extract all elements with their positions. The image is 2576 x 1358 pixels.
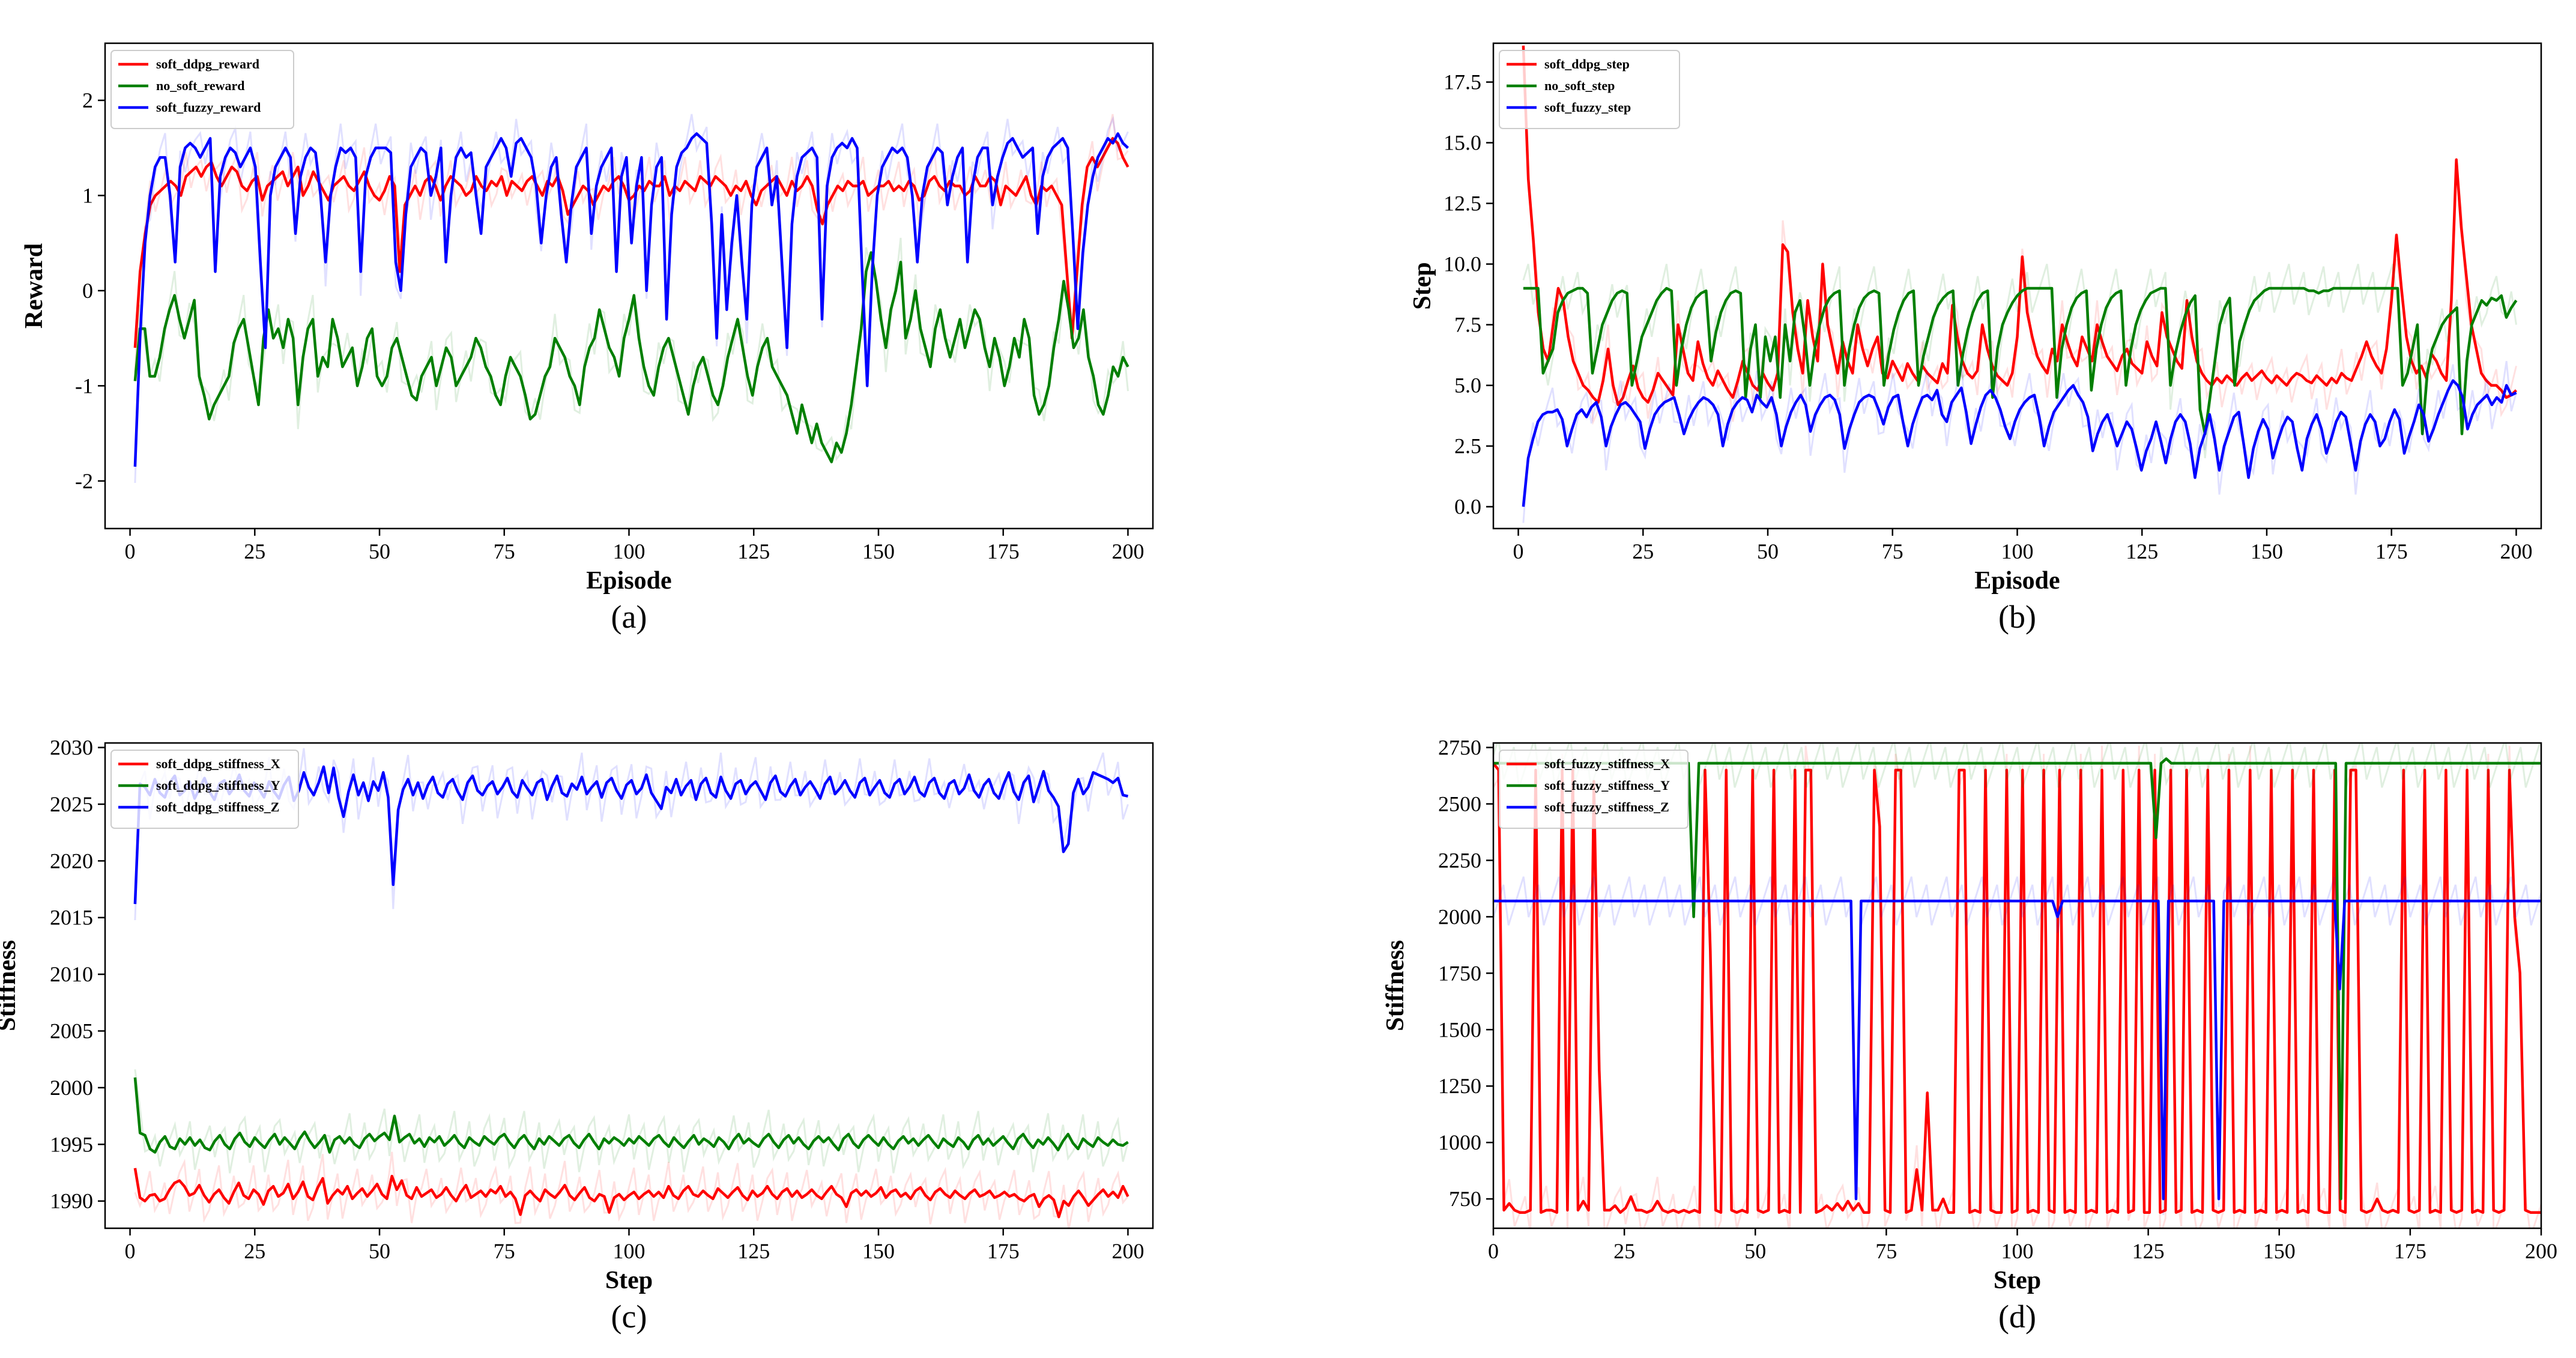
x-tick-label: 0 <box>1488 1239 1499 1263</box>
y-tick-label: 1 <box>82 183 93 207</box>
y-tick-label: 2010 <box>50 962 93 986</box>
x-tick-label: 175 <box>2375 539 2408 563</box>
legend-label: soft_ddpg_step <box>1544 56 1630 71</box>
x-tick-label: 175 <box>987 539 1020 563</box>
y-tick-label: 2000 <box>1438 905 1481 929</box>
y-tick-label: 2500 <box>1438 792 1481 816</box>
y-axis-label: Step <box>1409 262 1436 309</box>
x-tick-label: 75 <box>1875 1239 1897 1263</box>
legend-label: soft_ddpg_stiffness_X <box>156 756 280 771</box>
x-tick-label: 100 <box>2001 539 2034 563</box>
x-tick-label: 175 <box>2394 1239 2426 1263</box>
x-tick-label: 25 <box>244 1239 265 1263</box>
y-tick-label: 1000 <box>1438 1130 1481 1154</box>
y-axis-label: Reward <box>20 243 48 329</box>
x-axis-label: Episode <box>586 567 671 595</box>
y-tick-label: -1 <box>75 374 93 398</box>
x-tick-label: 125 <box>737 539 770 563</box>
y-tick-label: 0 <box>82 279 93 303</box>
y-tick-label: 1995 <box>50 1132 93 1156</box>
legend-label: soft_ddpg_stiffness_Z <box>156 799 279 814</box>
legend-label: soft_fuzzy_stiffness_Y <box>1544 778 1670 793</box>
x-tick-label: 150 <box>862 1239 895 1263</box>
figure-caption: (a) <box>611 599 647 635</box>
y-tick-label: 2.5 <box>1454 434 1481 458</box>
y-tick-label: 2 <box>82 88 93 112</box>
y-tick-label: 2005 <box>50 1019 93 1043</box>
x-tick-label: 0 <box>125 1239 136 1263</box>
x-tick-label: 50 <box>369 539 390 563</box>
y-tick-label: 2015 <box>50 906 93 930</box>
x-tick-label: 200 <box>2500 539 2532 563</box>
y-axis-label: Stiffness <box>0 940 21 1031</box>
y-tick-label: 2000 <box>50 1076 93 1100</box>
y-tick-label: 12.5 <box>1444 192 1481 216</box>
figure: 0 25 50 75 100 125 150 175 200 -2 -1 0 1 2 Episode Rewa… <box>0 0 2576 1358</box>
x-tick-label: 150 <box>862 539 895 563</box>
x-axis-label: Step <box>1994 1267 2041 1294</box>
x-tick-label: 100 <box>613 539 646 563</box>
x-axis-label: Episode <box>1974 567 2060 595</box>
x-tick-label: 75 <box>1882 539 1903 563</box>
legend-label: no_soft_step <box>1544 78 1615 93</box>
y-tick-label: 0.0 <box>1454 495 1481 519</box>
y-tick-label: 750 <box>1449 1187 1481 1211</box>
y-tick-label: 1990 <box>50 1189 93 1213</box>
x-tick-label: 25 <box>1613 1239 1635 1263</box>
legend-label: soft_ddpg_stiffness_Y <box>156 778 280 793</box>
x-tick-label: 200 <box>2525 1239 2557 1263</box>
x-tick-label: 75 <box>494 539 515 563</box>
x-tick-label: 50 <box>1744 1239 1766 1263</box>
x-tick-label: 125 <box>2126 539 2158 563</box>
x-tick-label: 150 <box>2251 539 2283 563</box>
legend-label: soft_ddpg_reward <box>156 56 259 71</box>
x-tick-label: 125 <box>737 1239 770 1263</box>
x-axis-label: Step <box>605 1267 653 1294</box>
y-tick-label: 1500 <box>1438 1017 1481 1041</box>
x-tick-label: 0 <box>125 539 136 563</box>
y-tick-label: 2020 <box>50 849 93 873</box>
y-tick-label: 17.5 <box>1444 70 1481 94</box>
x-tick-label: 0 <box>1513 539 1524 563</box>
figure-caption: (d) <box>1998 1299 2036 1335</box>
x-tick-label: 200 <box>1111 1239 1144 1263</box>
y-tick-label: 2750 <box>1438 736 1481 760</box>
x-tick-label: 50 <box>369 1239 390 1263</box>
x-tick-label: 50 <box>1757 539 1779 563</box>
legend-label: soft_fuzzy_reward <box>156 100 261 115</box>
y-tick-label: 7.5 <box>1454 313 1481 337</box>
legend-label: soft_fuzzy_stiffness_Z <box>1544 799 1669 814</box>
y-tick-label: 5.0 <box>1454 374 1481 398</box>
x-tick-label: 25 <box>1632 539 1654 563</box>
y-tick-label: 10.0 <box>1444 252 1481 276</box>
x-tick-label: 75 <box>494 1239 515 1263</box>
x-tick-label: 200 <box>1111 539 1144 563</box>
y-tick-label: 2030 <box>50 736 93 760</box>
legend-label: soft_fuzzy_stiffness_X <box>1544 756 1670 771</box>
y-tick-label: 2025 <box>50 792 93 816</box>
legend-label: no_soft_reward <box>156 78 244 93</box>
legend-label: soft_fuzzy_step <box>1544 100 1631 115</box>
x-tick-label: 100 <box>2001 1239 2034 1263</box>
y-axis-label: Stiffness <box>1382 940 1409 1031</box>
x-tick-label: 100 <box>613 1239 646 1263</box>
x-tick-label: 125 <box>2132 1239 2165 1263</box>
figure-caption: (b) <box>1998 599 2036 635</box>
x-tick-label: 25 <box>244 539 265 563</box>
x-tick-label: 175 <box>987 1239 1020 1263</box>
y-tick-label: 2250 <box>1438 848 1481 872</box>
y-tick-label: -2 <box>75 469 93 493</box>
figure-caption: (c) <box>611 1299 647 1335</box>
y-tick-label: 15.0 <box>1444 131 1481 155</box>
y-tick-label: 1250 <box>1438 1074 1481 1098</box>
x-tick-label: 150 <box>2263 1239 2296 1263</box>
y-tick-label: 1750 <box>1438 961 1481 985</box>
